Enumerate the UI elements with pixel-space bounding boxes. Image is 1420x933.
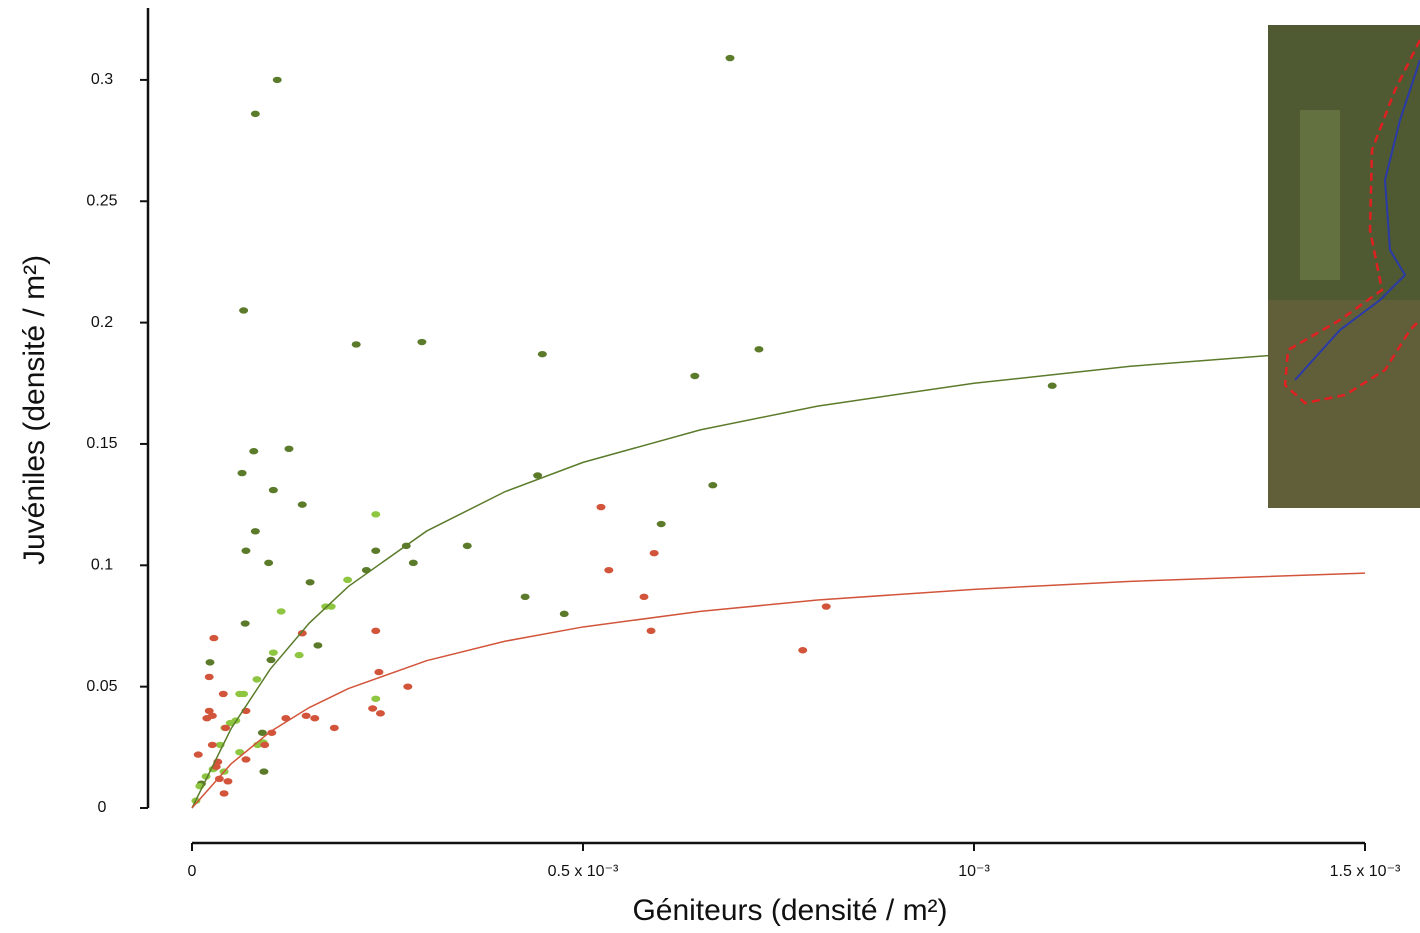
point <box>310 715 320 722</box>
point <box>204 673 214 681</box>
point <box>284 445 294 453</box>
y-tick-label: 0 <box>98 799 107 816</box>
point <box>1047 382 1057 389</box>
point <box>351 341 361 348</box>
point <box>798 647 808 654</box>
point <box>205 659 215 666</box>
point <box>708 482 718 489</box>
x-tick-label: 10⁻³ <box>958 863 990 880</box>
point <box>241 756 251 763</box>
point <box>218 690 228 698</box>
point <box>202 715 212 722</box>
point <box>294 651 304 659</box>
y-tick-label: 0.15 <box>86 435 117 452</box>
point <box>596 503 606 511</box>
point <box>221 724 231 732</box>
point <box>821 603 831 610</box>
point <box>690 372 700 380</box>
point <box>297 501 307 508</box>
point <box>259 768 269 775</box>
point <box>305 579 315 586</box>
point <box>329 724 339 732</box>
point <box>361 566 371 574</box>
point <box>533 472 543 479</box>
x-tick-label: 0 <box>188 863 197 880</box>
point <box>371 547 381 554</box>
point <box>326 603 336 610</box>
point <box>754 346 764 353</box>
point <box>649 549 659 557</box>
point <box>267 729 277 736</box>
point <box>656 520 666 528</box>
point <box>223 778 233 785</box>
point <box>266 656 276 664</box>
fit-curve <box>191 572 1366 809</box>
point <box>235 748 245 756</box>
point <box>249 448 259 455</box>
point <box>559 610 569 618</box>
point <box>268 486 278 494</box>
point <box>537 350 547 358</box>
point <box>281 715 291 722</box>
y-axis-label: Juvéniles (densité / m²) <box>18 255 51 565</box>
fit-curve <box>191 347 1366 809</box>
point <box>240 620 250 627</box>
point <box>301 712 311 719</box>
point <box>257 729 267 736</box>
point <box>252 676 262 683</box>
point <box>268 649 278 656</box>
map-boundary <box>1283 39 1420 405</box>
map-river <box>1294 59 1420 381</box>
point <box>374 668 384 676</box>
point <box>604 566 614 574</box>
point <box>639 593 649 601</box>
map-area <box>1268 300 1420 508</box>
point <box>417 338 427 346</box>
point <box>204 707 214 715</box>
point <box>371 695 381 702</box>
point <box>371 511 381 518</box>
point <box>313 642 323 649</box>
point <box>276 608 286 615</box>
point <box>207 741 217 749</box>
x-tick-label: 1.5 x 10⁻³ <box>1330 863 1401 880</box>
point <box>368 705 378 712</box>
point <box>371 627 381 635</box>
point <box>209 634 219 642</box>
map-area <box>1300 110 1340 280</box>
point <box>235 690 245 698</box>
point <box>646 627 656 635</box>
point <box>408 559 418 567</box>
point <box>375 710 385 717</box>
point <box>343 576 353 584</box>
point <box>272 76 282 84</box>
y-tick-label: 0.25 <box>86 192 117 209</box>
point <box>193 751 203 758</box>
point <box>725 54 735 62</box>
point <box>225 719 235 727</box>
point <box>462 542 472 550</box>
point <box>264 559 274 567</box>
plot-area <box>191 54 1366 809</box>
point <box>219 790 229 797</box>
point <box>237 469 247 477</box>
point <box>241 547 251 554</box>
y-tick-label: 0.1 <box>91 557 113 574</box>
y-tick-label: 0.05 <box>86 678 117 695</box>
point <box>250 528 260 535</box>
point <box>403 683 413 690</box>
point <box>250 110 260 118</box>
point <box>239 307 249 314</box>
map-inset <box>1268 25 1420 508</box>
point <box>520 593 530 601</box>
y-tick-label: 0.3 <box>91 71 113 88</box>
y-tick-label: 0.2 <box>91 314 113 331</box>
x-axis-label: Géniteurs (densité / m²) <box>632 894 947 927</box>
point <box>211 763 221 770</box>
point <box>260 741 270 749</box>
x-tick-label: 0.5 x 10⁻³ <box>548 863 619 880</box>
